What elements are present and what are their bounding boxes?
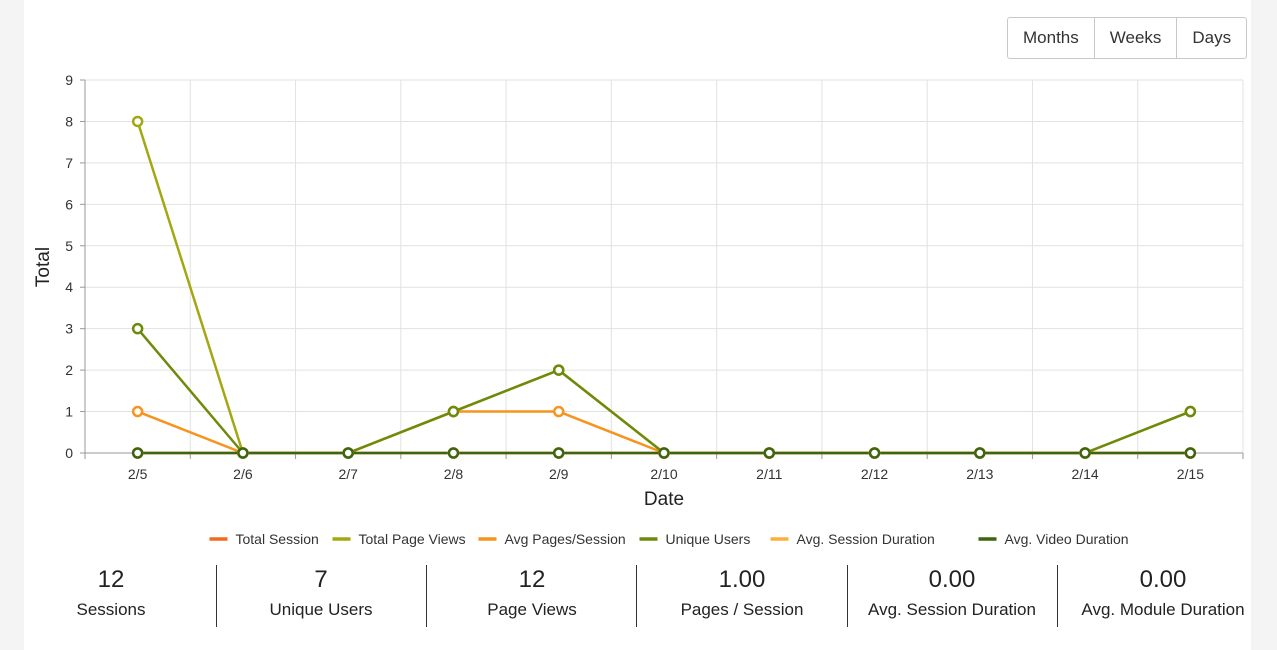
y-tick-label: 1 <box>65 404 73 420</box>
chart-legend: Total Session Total Page Views Avg Pages/S… <box>209 531 1129 547</box>
chart-axes <box>84 80 1243 454</box>
y-tick-label: 3 <box>65 321 73 337</box>
x-tick-label: 2/9 <box>549 466 569 482</box>
x-tick-label: 2/11 <box>756 466 782 482</box>
legend-item[interactable]: Avg. Session Duration <box>770 531 935 547</box>
stat-value: 12 <box>518 566 546 593</box>
y-axis-label: Total <box>33 247 54 287</box>
data-point[interactable] <box>1079 447 1091 459</box>
legend-label: Avg. Session Duration <box>797 531 935 547</box>
data-point[interactable] <box>1184 447 1197 459</box>
data-point[interactable] <box>342 447 354 459</box>
y-tick-label: 6 <box>65 196 73 212</box>
legend-label: Total Session <box>236 531 319 547</box>
x-tick-label: 2/6 <box>233 466 253 482</box>
y-tick-label: 0 <box>65 445 73 461</box>
stat-divider <box>847 565 848 627</box>
y-axis-ticks: 0 1 2 3 4 5 6 7 8 9 <box>65 72 85 461</box>
data-point[interactable] <box>974 447 986 459</box>
months-button[interactable]: Months <box>1008 18 1095 58</box>
data-point[interactable] <box>868 447 881 459</box>
y-tick-label: 9 <box>65 72 73 88</box>
chart-series <box>131 115 1197 459</box>
data-point[interactable] <box>658 447 670 459</box>
legend-label: Avg. Video Duration <box>1005 531 1129 547</box>
date-range-toggle: Months Weeks Days <box>1007 17 1248 59</box>
stat-unique-users: 7 Unique Users <box>216 565 426 627</box>
summary-stats: 12 Sessions 7 Unique Users 12 Page Views… <box>0 565 1277 627</box>
data-point[interactable] <box>447 405 460 418</box>
data-point[interactable] <box>131 322 144 335</box>
stat-label: Pages / Session <box>680 600 804 619</box>
data-point[interactable] <box>763 447 776 459</box>
stat-label: Sessions <box>76 600 146 619</box>
y-tick-label: 7 <box>65 155 73 171</box>
stat-value: 0.00 <box>928 566 976 593</box>
y-tick-label: 2 <box>65 362 73 378</box>
stat-pages-per-session: 1.00 Pages / Session <box>637 565 847 627</box>
stat-value: 12 <box>97 566 125 593</box>
stat-sessions: 12 Sessions <box>6 565 216 627</box>
data-point[interactable] <box>237 447 249 459</box>
stat-value: 0.00 <box>1139 566 1187 593</box>
legend-item[interactable]: Unique Users <box>639 531 751 547</box>
x-tick-label: 2/5 <box>128 466 148 482</box>
y-tick-label: 8 <box>65 113 73 129</box>
stat-divider <box>1057 565 1058 627</box>
x-tick-label: 2/13 <box>966 466 993 482</box>
chart-grid <box>85 79 1244 453</box>
stat-avg-module-duration: 0.00 Avg. Module Duration <box>1058 565 1268 627</box>
weeks-button[interactable]: Weeks <box>1095 18 1178 58</box>
stat-avg-session-duration: 0.00 Avg. Session Duration <box>847 565 1057 627</box>
y-tick-label: 4 <box>65 279 73 295</box>
legend-item[interactable]: Total Session <box>209 531 319 547</box>
x-tick-label: 2/8 <box>444 466 464 482</box>
legend-label: Unique Users <box>666 531 751 547</box>
data-point[interactable] <box>447 447 460 459</box>
stat-label: Unique Users <box>269 600 373 619</box>
legend-label: Total Page Views <box>359 531 466 547</box>
data-point[interactable] <box>552 364 565 376</box>
x-tick-label: 2/7 <box>338 466 358 482</box>
legend-label: Avg Pages/Session <box>505 531 626 547</box>
legend-item[interactable]: Avg Pages/Session <box>478 531 626 547</box>
y-tick-label: 5 <box>65 238 73 254</box>
analytics-panel <box>24 0 1251 650</box>
data-point[interactable] <box>552 405 565 418</box>
stat-label: Avg. Module Duration <box>1081 600 1245 619</box>
data-point[interactable] <box>1184 405 1197 418</box>
stat-value: 1.00 <box>718 566 766 593</box>
data-point[interactable] <box>552 447 565 459</box>
stat-divider <box>426 565 427 627</box>
data-point[interactable] <box>131 405 144 418</box>
x-tick-label: 2/15 <box>1177 466 1204 482</box>
x-tick-label: 2/10 <box>650 466 677 482</box>
stat-label: Page Views <box>487 600 577 619</box>
days-button[interactable]: Days <box>1192 28 1232 47</box>
data-point[interactable] <box>131 447 144 459</box>
stat-divider <box>216 565 217 627</box>
stat-label: Avg. Session Duration <box>868 600 1036 619</box>
x-axis-label: Date <box>644 489 684 510</box>
x-tick-label: 2/12 <box>861 466 888 482</box>
legend-item[interactable]: Total Page Views <box>332 531 466 547</box>
stat-page-views: 12 Page Views <box>427 565 637 627</box>
legend-item[interactable]: Avg. Video Duration <box>978 531 1129 547</box>
data-point[interactable] <box>131 115 144 128</box>
stat-value: 7 <box>314 566 328 593</box>
stat-divider <box>636 565 637 627</box>
x-axis-ticks: 2/5 2/6 2/7 2/8 2/9 2/10 2/11 2/12 2/13 2/14 2/15 <box>84 453 1244 482</box>
x-tick-label: 2/14 <box>1071 466 1098 482</box>
